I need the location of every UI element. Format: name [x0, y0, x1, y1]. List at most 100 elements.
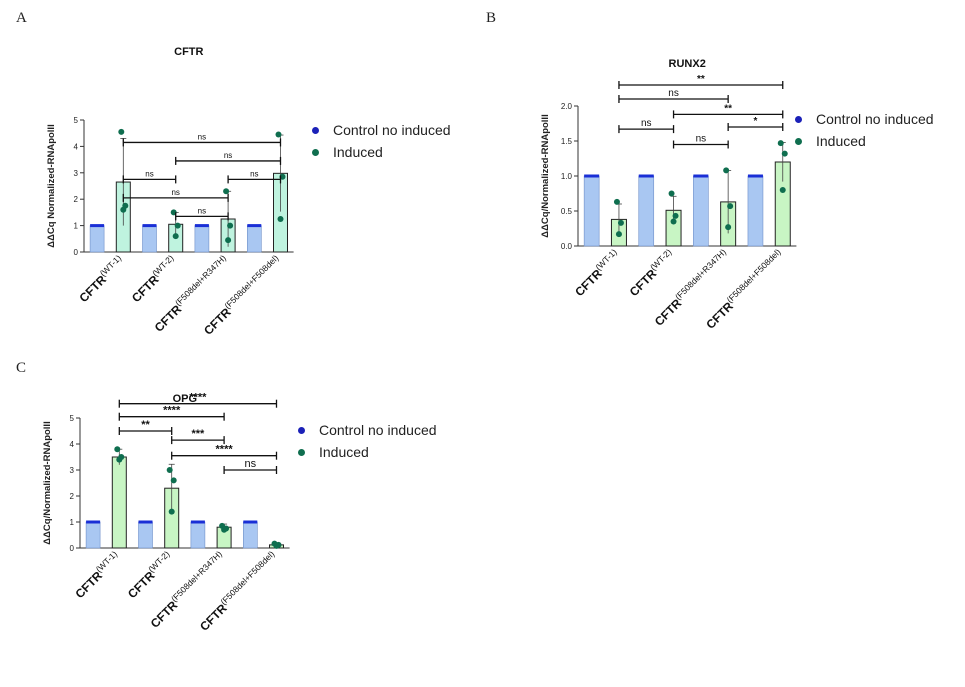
x-tick-label-sup: (F508del+F508del) — [725, 247, 783, 305]
legend-item-induced: Induced — [795, 130, 934, 152]
y-axis-label: ΔΔCq/Normalized-RNApolII — [540, 114, 551, 237]
significance-label: **** — [189, 392, 207, 404]
bar-control — [194, 225, 210, 253]
y-axis-label: ΔΔCq/Normalized-RNApolII — [42, 421, 53, 544]
bar-control — [142, 225, 157, 253]
data-point — [615, 231, 622, 238]
significance-label: ns — [198, 206, 206, 215]
data-point — [779, 187, 786, 193]
x-tick-label: CFTR(WT-2) — [124, 549, 176, 601]
significance-label: ns — [696, 134, 707, 145]
y-tick-label: 0.0 — [561, 242, 573, 251]
y-tick-label: 4 — [74, 142, 79, 151]
y-tick-label: 5 — [74, 116, 79, 125]
legend-dot-control — [298, 426, 305, 434]
legend-item-control: Control no induced — [312, 119, 451, 141]
y-tick-label: 0 — [74, 248, 79, 257]
legend-item-control: Control no induced — [795, 108, 934, 130]
significance-label: ns — [224, 151, 232, 160]
significance-label: * — [753, 116, 757, 127]
chart-title: CFTR — [174, 46, 203, 58]
data-point — [777, 140, 784, 147]
data-point — [118, 128, 125, 135]
bar-control — [190, 521, 206, 549]
x-tick-label: CFTR(WT-2) — [625, 247, 677, 299]
bar-induced — [111, 456, 127, 549]
bar-control — [747, 175, 764, 247]
y-tick-label: 1.0 — [561, 172, 573, 181]
bar-control — [138, 521, 153, 549]
y-tick-label: 1.5 — [561, 137, 573, 146]
bar-control — [693, 175, 709, 247]
bar-control-cap — [90, 224, 105, 228]
legend-label-control: Control no induced — [816, 111, 934, 127]
y-tick-label: 2 — [74, 195, 79, 204]
legend-label-induced: Induced — [319, 444, 369, 460]
x-tick-label-sup: (F508del+R347H) — [673, 247, 728, 302]
data-point — [166, 467, 173, 473]
data-point — [114, 446, 121, 453]
bar-control — [89, 225, 105, 253]
significance-label: *** — [191, 428, 205, 440]
bar-control-cap — [638, 174, 654, 178]
x-tick-label: CFTR(WT-2) — [128, 253, 180, 305]
y-tick-label: 1 — [74, 222, 79, 231]
data-point — [275, 131, 282, 138]
x-tick-label-sup: (WT-2) — [150, 253, 176, 279]
x-tick-label-sup: (F508del+F508del) — [218, 549, 276, 607]
data-point — [723, 167, 730, 174]
data-point — [672, 212, 679, 219]
data-point — [116, 456, 123, 463]
y-tick-label: 2.0 — [561, 102, 573, 111]
significance-label: ns — [198, 132, 206, 141]
data-point — [174, 222, 181, 229]
bar-control-cap — [693, 174, 709, 178]
bar-control — [243, 521, 258, 549]
chart-title: OPG — [173, 393, 197, 405]
bar-control-cap — [243, 520, 258, 524]
significance-label: ns — [668, 88, 679, 99]
legend-label-control: Control no induced — [333, 122, 451, 138]
legend-label-induced: Induced — [333, 144, 383, 160]
data-point — [781, 150, 788, 157]
y-tick-label: 3 — [70, 466, 75, 475]
significance-label: ns — [250, 169, 258, 178]
x-tick-label-sup: (F508del+R347H) — [169, 549, 224, 604]
legend-c: Control no induced Induced — [298, 419, 437, 463]
data-point — [613, 198, 620, 205]
x-tick-label-sup: (F508del+R347H) — [173, 253, 228, 308]
x-tick-label-sup: (F508del+F508del) — [222, 253, 280, 311]
x-tick-label-sup: (WT-1) — [94, 549, 120, 575]
y-tick-label: 1 — [70, 518, 75, 527]
legend-b: Control no induced Induced — [795, 108, 934, 152]
legend-item-control: Control no induced — [298, 419, 437, 441]
x-tick-label: CFTR(WT-1) — [75, 253, 127, 305]
legend-label-control: Control no induced — [319, 422, 437, 438]
bar-control-cap — [142, 224, 157, 228]
significance-label: ** — [141, 419, 150, 431]
chart-opg: OPG 0 1 2 3 4 5 ΔΔCq/Normalized-RNApolII CFTR(WT… — [42, 392, 290, 634]
chart-title: RUNX2 — [669, 58, 706, 70]
legend-a: Control no induced Induced — [312, 119, 451, 163]
significance-label: ns — [171, 188, 179, 197]
y-axis-label: ΔΔCq Normalized-RNApolII — [46, 124, 57, 247]
chart-cftr: CFTR 0 1 2 3 4 5 ΔΔCq Normalized-RNApolII CFTR(W… — [46, 46, 294, 338]
bar-control-cap — [194, 224, 209, 228]
x-tick-label-sup: (WT-1) — [593, 247, 619, 273]
bar-control — [85, 521, 101, 549]
data-point — [727, 203, 734, 210]
bar-control — [638, 175, 655, 247]
x-tick-label: CFTR(WT-1) — [71, 549, 123, 601]
bar-control-cap — [247, 224, 262, 228]
bar-control-cap — [138, 520, 153, 524]
x-tick-label-sup: (WT-2) — [648, 247, 674, 273]
legend-dot-induced — [312, 148, 319, 156]
bar-control-cap — [86, 520, 101, 524]
legend-dot-control — [312, 126, 319, 134]
panel-letter-c: C — [16, 360, 27, 376]
legend-item-induced: Induced — [298, 441, 437, 463]
x-tick-label: CFTR(WT-1) — [571, 247, 623, 299]
y-tick-label: 2 — [70, 492, 75, 501]
significance-label: **** — [216, 444, 234, 456]
significance-label: ns — [145, 169, 153, 178]
